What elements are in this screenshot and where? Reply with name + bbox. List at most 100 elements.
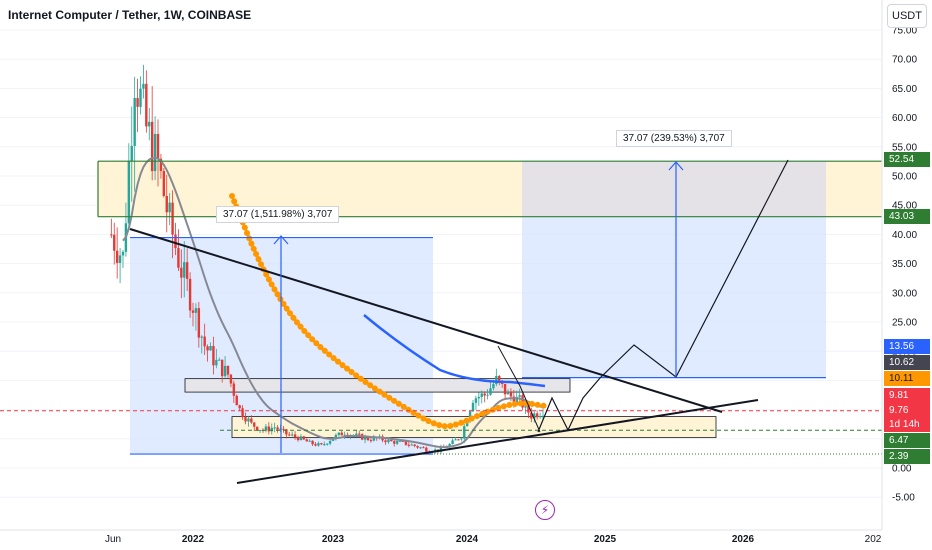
candle-body	[331, 438, 335, 441]
candle-body	[194, 308, 198, 313]
candle-body	[474, 398, 478, 403]
candle-body	[241, 408, 244, 418]
projection-path	[537, 159, 789, 433]
candle-body	[334, 434, 338, 439]
candle-body	[139, 88, 142, 107]
candle-body	[145, 83, 148, 127]
price-tick-label: 50.00	[892, 172, 917, 183]
chart-title: Internet Computer / Tether, 1W, COINBASE	[8, 8, 252, 22]
price-tick-label: 25.00	[892, 318, 917, 329]
candle-body	[425, 447, 428, 452]
time-tick-label: 2025	[594, 534, 617, 545]
time-tick-label: 2024	[456, 534, 479, 545]
candle-body	[244, 417, 247, 422]
price-badge-9-81: 9.81	[884, 388, 930, 403]
candle-body	[180, 267, 183, 278]
candle-body	[390, 439, 393, 442]
candle-body	[191, 310, 195, 313]
candle-body	[471, 402, 475, 412]
measure-arrowhead-left	[273, 235, 289, 245]
candle-body	[203, 336, 206, 347]
candle-body	[340, 432, 343, 436]
candle-body	[290, 434, 294, 436]
currency-unit-button[interactable]: USDT	[887, 4, 927, 28]
candle-body	[489, 388, 492, 395]
candle-body	[247, 418, 250, 422]
candle-body	[343, 434, 346, 436]
candle-body	[200, 336, 203, 338]
candle-body	[457, 439, 460, 441]
time-tick-label: 202	[865, 534, 882, 545]
candle-body	[480, 393, 483, 397]
candle-body	[410, 444, 413, 446]
candle-body	[226, 365, 230, 375]
candle-body	[250, 418, 253, 423]
time-axis[interactable]: Jun 2022 2023 2024 2025 2026 202	[0, 529, 882, 545]
candle-body	[535, 413, 539, 418]
candle-body	[460, 438, 463, 440]
candle-body	[387, 439, 390, 443]
candle-body	[188, 278, 192, 311]
candle-body	[136, 97, 139, 107]
candle-body	[448, 444, 451, 447]
candle-body	[407, 444, 411, 446]
candle-body	[454, 439, 457, 441]
candle-body	[311, 440, 314, 445]
candle-body	[355, 433, 358, 436]
candle-body	[314, 444, 317, 446]
candle-body	[209, 345, 212, 351]
candle-body	[285, 429, 288, 435]
candle-body	[183, 262, 186, 278]
candles-layer	[110, 64, 545, 454]
price-badge-43-03: 43.03	[884, 209, 930, 224]
candle-body	[206, 346, 209, 351]
candle-body	[238, 405, 241, 409]
candle-body	[527, 403, 530, 413]
price-tick-label: 65.00	[892, 84, 917, 95]
price-tick-label: 45.00	[892, 201, 917, 212]
candle-body	[212, 345, 215, 366]
candle-body	[229, 374, 233, 384]
candle-body	[419, 447, 422, 449]
descending-trendline	[129, 228, 723, 413]
candle-body	[358, 433, 361, 435]
candle-body	[363, 436, 367, 440]
candle-body	[148, 121, 151, 127]
orange-dotted-curve	[229, 193, 548, 430]
candle-body	[401, 440, 405, 442]
candle-body	[323, 444, 326, 446]
candle-body	[174, 234, 177, 249]
candle-body	[413, 444, 416, 446]
candle-body	[150, 121, 154, 172]
candle-body	[296, 437, 300, 441]
measure-label-right: 37.07 (239.53%) 3,707	[616, 130, 732, 147]
candle-body	[538, 416, 542, 418]
price-tick-label: 30.00	[892, 288, 917, 299]
time-tick-label: 2023	[322, 534, 345, 545]
price-tick-label: 60.00	[892, 113, 917, 124]
candle-body	[416, 445, 419, 448]
candle-body	[541, 415, 545, 417]
candle-body	[127, 161, 131, 224]
candle-body	[384, 440, 387, 443]
price-tick-label: 0.00	[892, 464, 912, 475]
time-tick-label: 2026	[732, 534, 755, 545]
price-badge-52-54: 52.54	[884, 152, 930, 167]
candle-body	[159, 158, 163, 171]
candle-body	[110, 234, 113, 236]
candle-body	[282, 428, 285, 430]
price-tick-label: 70.00	[892, 55, 917, 66]
candle-body	[162, 170, 166, 196]
candle-body	[142, 83, 145, 89]
time-tick-label: Jun	[105, 534, 121, 545]
support-box	[231, 416, 717, 439]
candle-body	[512, 396, 516, 405]
candle-body	[398, 440, 402, 442]
candle-body	[325, 443, 329, 445]
price-badge-6-47: 6.47	[884, 433, 930, 448]
candle-body	[156, 133, 160, 159]
lightning-icon[interactable]: ⚡	[535, 500, 555, 520]
measure-zone-right	[522, 216, 826, 378]
candle-body	[171, 202, 174, 235]
